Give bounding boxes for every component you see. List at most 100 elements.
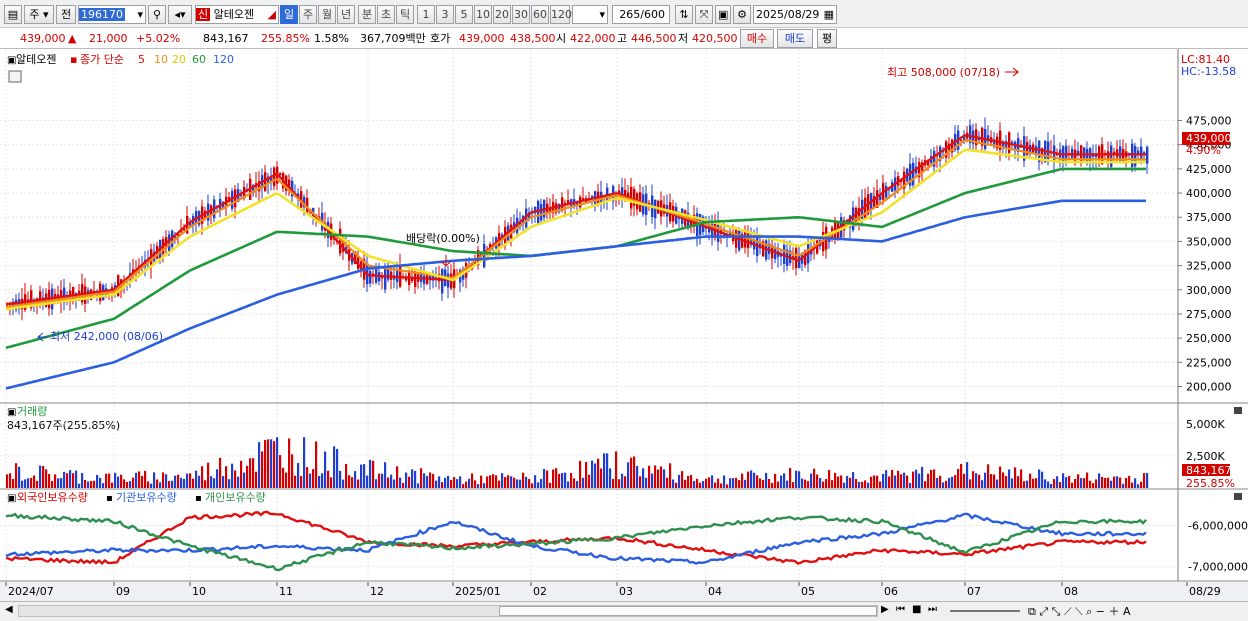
buy-button[interactable]: 매수 — [740, 29, 774, 48]
volume-bar — [120, 474, 123, 488]
interval-20[interactable]: 20 — [493, 5, 511, 24]
volume-bar — [372, 460, 375, 488]
zoom-tools-icon[interactable]: ⧉ ⤢ ⤡ ⟋ ⟍ ⌕ − ＋ A — [1028, 605, 1131, 618]
x-tick-label: 04 — [708, 585, 722, 598]
calendar-icon[interactable]: ▦ — [823, 8, 834, 21]
candle-body — [279, 173, 282, 176]
compare-icon[interactable]: ⇅ — [675, 5, 693, 24]
period-day[interactable]: 일 — [280, 5, 298, 24]
save-icon[interactable]: ▣ — [715, 5, 731, 24]
interval-3[interactable]: 3 — [436, 5, 454, 24]
volume-bar — [888, 476, 891, 488]
period-second[interactable]: 초 — [377, 5, 395, 24]
volume-bar — [93, 480, 96, 488]
x-tick-label: 06 — [884, 585, 898, 598]
bottom-scrollbar[interactable]: ◀ ▶ ⏮ ■ ⏭ ⧉ ⤢ ⤡ ⟋ ⟍ ⌕ − ＋ A — [0, 601, 1248, 621]
volume-bar — [951, 476, 954, 488]
volume-bar — [750, 470, 753, 488]
period-minute[interactable]: 분 — [358, 5, 376, 24]
candle-body — [1083, 147, 1086, 160]
volume-bar — [354, 471, 357, 488]
volume-bar — [579, 460, 582, 488]
volume-bar — [186, 473, 189, 488]
volume-bar — [396, 466, 399, 488]
volume-bar — [792, 482, 795, 488]
volume-bar — [678, 474, 681, 488]
panel-menu-icon[interactable]: ▣ — [7, 407, 16, 418]
volume-bar — [51, 480, 54, 488]
period-tick[interactable]: 틱 — [396, 5, 414, 24]
volume-bar — [243, 472, 246, 488]
period-prefix-dropdown[interactable]: 주 ▾ — [24, 5, 54, 24]
interval-30[interactable]: 30 — [512, 5, 530, 24]
rewind-icon[interactable]: ⏮ — [896, 604, 905, 615]
zoom-slider[interactable] — [950, 610, 1020, 612]
panel-menu-icon[interactable]: ▣ — [7, 493, 16, 504]
volume-bar — [984, 472, 987, 488]
chevron-down-icon[interactable]: ▾ — [599, 8, 605, 21]
stock-chart[interactable]: ▣ 알테오젠 ▪ 종가 단순 5 10 20 60 120 LC:81.40 H… — [0, 49, 1248, 601]
volume-bar — [483, 483, 486, 488]
sell-button[interactable]: 매도 — [777, 29, 813, 48]
chevron-down-icon[interactable]: ▾ — [137, 8, 143, 21]
current-price-tag-text: 439,000 — [1186, 132, 1232, 145]
volume-bar — [438, 476, 441, 488]
period-month[interactable]: 월 — [318, 5, 336, 24]
search-icon[interactable]: ⚲ — [148, 5, 166, 24]
volume-bar — [885, 470, 888, 488]
date-field[interactable]: 2025/08/29 ▦ — [753, 5, 837, 24]
interval-input[interactable]: ▾ — [572, 5, 608, 24]
price-tick-label: 200,000 — [1186, 380, 1232, 393]
market-prefix-button[interactable]: 전 — [56, 5, 76, 24]
volume-bar — [1119, 477, 1122, 488]
panel-close-icon[interactable] — [1234, 493, 1242, 500]
volume-bar — [813, 468, 816, 488]
table-toggle-icon[interactable] — [8, 70, 22, 83]
speaker-icon[interactable]: ◂▾ — [168, 5, 192, 24]
volume-bar — [870, 476, 873, 488]
volume-y-axis: 5,000K 2,500K — [0, 418, 1225, 463]
interval-1[interactable]: 1 — [417, 5, 435, 24]
volume-bar — [27, 478, 30, 488]
interval-5[interactable]: 5 — [455, 5, 473, 24]
scroll-left-icon[interactable]: ◀ — [5, 604, 13, 615]
volume-bar — [336, 448, 339, 488]
interval-10[interactable]: 10 — [474, 5, 492, 24]
volume-bar — [651, 473, 654, 488]
ma10-legend: 10 — [154, 53, 168, 66]
period-year[interactable]: 년 — [337, 5, 355, 24]
volume-bar — [837, 476, 840, 488]
volume-bar — [291, 454, 294, 488]
volume-bar — [918, 473, 921, 488]
candle-body — [537, 200, 540, 224]
volume-bar — [624, 476, 627, 488]
panel-menu-icon[interactable]: ▣ — [7, 55, 16, 66]
volume-bar — [1104, 477, 1107, 488]
interval-120[interactable]: 120 — [550, 5, 572, 24]
fast-forward-icon[interactable]: ⏭ — [928, 604, 937, 615]
stop-icon[interactable]: ■ — [912, 604, 922, 615]
x-axis: 2024/07 09 10 11 12 2025/01 02 03 04 05 06 07 08 08/2… — [5, 582, 1221, 598]
candle-body — [993, 139, 996, 145]
scroll-right-icon[interactable]: ▶ — [881, 604, 889, 615]
stock-code-field[interactable]: 196170 ▾ — [78, 5, 146, 24]
volume-bar — [213, 478, 216, 488]
volume-bar — [135, 472, 138, 488]
gear-icon[interactable]: ⚙ — [733, 5, 751, 24]
volume-bar — [195, 470, 198, 488]
interval-60[interactable]: 60 — [531, 5, 549, 24]
volume-value: 843,167 — [203, 32, 249, 45]
chart-menu-icon[interactable]: ▤ — [4, 5, 22, 24]
period-week[interactable]: 주 — [299, 5, 317, 24]
count-field[interactable]: 265/600 — [612, 5, 670, 24]
volume-bar — [369, 459, 372, 488]
volume-bar — [252, 458, 255, 488]
cross-icon[interactable]: ⤧ — [695, 5, 713, 24]
volume-bar — [852, 472, 855, 488]
panel-close-icon[interactable] — [1234, 407, 1242, 414]
flat-button[interactable]: 평 — [817, 29, 837, 48]
scroll-thumb[interactable] — [499, 606, 877, 616]
scroll-track[interactable] — [18, 605, 878, 617]
stock-name-field[interactable]: 신 알테오젠 ◢ — [195, 5, 279, 24]
candle-body — [54, 293, 57, 300]
